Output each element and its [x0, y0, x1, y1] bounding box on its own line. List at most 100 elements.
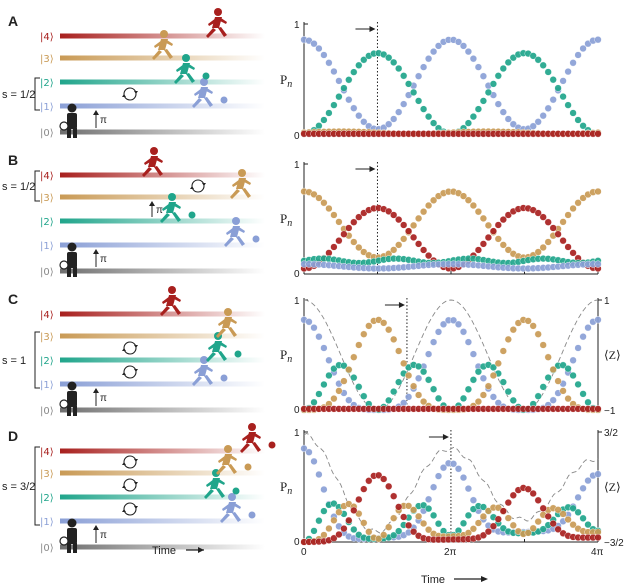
data-point [484, 221, 493, 230]
data-point [355, 213, 363, 221]
data-point [355, 112, 363, 120]
z-expectation-curve [303, 299, 599, 411]
data-point [554, 525, 562, 533]
data-point [395, 347, 403, 355]
data-point [300, 444, 308, 453]
runner-level-1 [220, 493, 241, 523]
data-point [340, 377, 348, 385]
data-point [554, 377, 562, 385]
data-point [549, 76, 557, 84]
data-point [489, 522, 498, 530]
left-time-arrowhead [198, 547, 204, 553]
data-point [549, 224, 557, 232]
data-point [390, 335, 398, 344]
series-gold [300, 500, 602, 546]
data-point [509, 396, 517, 405]
y-axis-label: Pn [280, 479, 292, 497]
data-point [499, 64, 507, 73]
data-point [449, 316, 458, 324]
data-point [355, 495, 363, 504]
series-blue [300, 36, 602, 133]
data-point [395, 216, 403, 224]
y-tick-label: 0 [294, 405, 300, 416]
time-marker-arrowhead [369, 166, 376, 172]
pi-pulse-arrowhead [149, 201, 155, 206]
swap-icon [122, 478, 138, 492]
data-point [365, 322, 373, 330]
spin-label: s = 3/2 [2, 481, 35, 493]
right-time-axis: Time [421, 574, 488, 586]
data-point [434, 472, 443, 480]
level-bar-1 [60, 242, 265, 248]
data-point [325, 371, 333, 380]
data-point [395, 527, 403, 535]
data-point [425, 252, 433, 260]
swap-icon [122, 341, 138, 355]
data-point [464, 485, 473, 493]
data-point [544, 353, 552, 361]
runner-level-3 [216, 445, 237, 475]
series-gold [300, 187, 602, 262]
data-point [355, 243, 363, 252]
data-point [390, 531, 398, 539]
data-point [464, 385, 473, 393]
data-point [474, 208, 483, 216]
data-point [474, 519, 483, 527]
data-point [325, 204, 333, 213]
data-point [395, 64, 403, 73]
data-point [320, 51, 328, 59]
level-label-3: |3⟩ [40, 332, 54, 343]
data-point [360, 392, 368, 400]
data-point [559, 77, 567, 85]
series-red [300, 405, 602, 413]
data-point [584, 324, 592, 332]
data-point [425, 350, 433, 358]
left-time-label: Time [152, 545, 176, 557]
data-point [425, 495, 433, 503]
data-point [395, 108, 403, 116]
runner-level-4 [206, 8, 227, 38]
ball-icon [232, 487, 240, 495]
data-point [335, 218, 343, 226]
data-point [459, 42, 468, 50]
data-point [340, 84, 348, 92]
data-point [420, 368, 428, 376]
data-point [434, 394, 443, 403]
level-label-4: |4⟩ [40, 32, 54, 43]
data-point [484, 382, 493, 390]
data-point [494, 72, 502, 80]
ball-icon [268, 441, 276, 449]
panel-letter-C: C [8, 291, 18, 307]
data-point [335, 530, 343, 539]
data-point [539, 504, 547, 512]
data-point [544, 104, 552, 112]
data-point [400, 100, 408, 108]
y-tick-label: 0 [294, 537, 300, 548]
data-point [335, 387, 343, 395]
data-point [330, 243, 338, 251]
ground-figure [59, 518, 77, 553]
data-point [350, 525, 358, 534]
data-point [425, 376, 433, 384]
pi-label: π [100, 115, 107, 126]
data-point [350, 353, 358, 361]
data-point [385, 207, 393, 216]
data-point [345, 396, 353, 404]
data-point [415, 214, 423, 223]
y-tick-label: 0 [294, 131, 300, 142]
data-point [569, 504, 577, 512]
data-point [494, 100, 502, 108]
data-point [425, 526, 433, 534]
runner-level-4 [142, 147, 163, 177]
data-point [564, 243, 572, 251]
ball-icon [188, 211, 196, 219]
data-point [534, 392, 542, 400]
runner-level-2 [174, 54, 195, 84]
data-point [405, 227, 413, 235]
data-point [330, 211, 338, 219]
data-point [420, 63, 428, 71]
data-point [420, 105, 428, 113]
panel-letter-B: B [8, 152, 18, 168]
data-point [504, 246, 512, 254]
data-point [484, 88, 493, 97]
